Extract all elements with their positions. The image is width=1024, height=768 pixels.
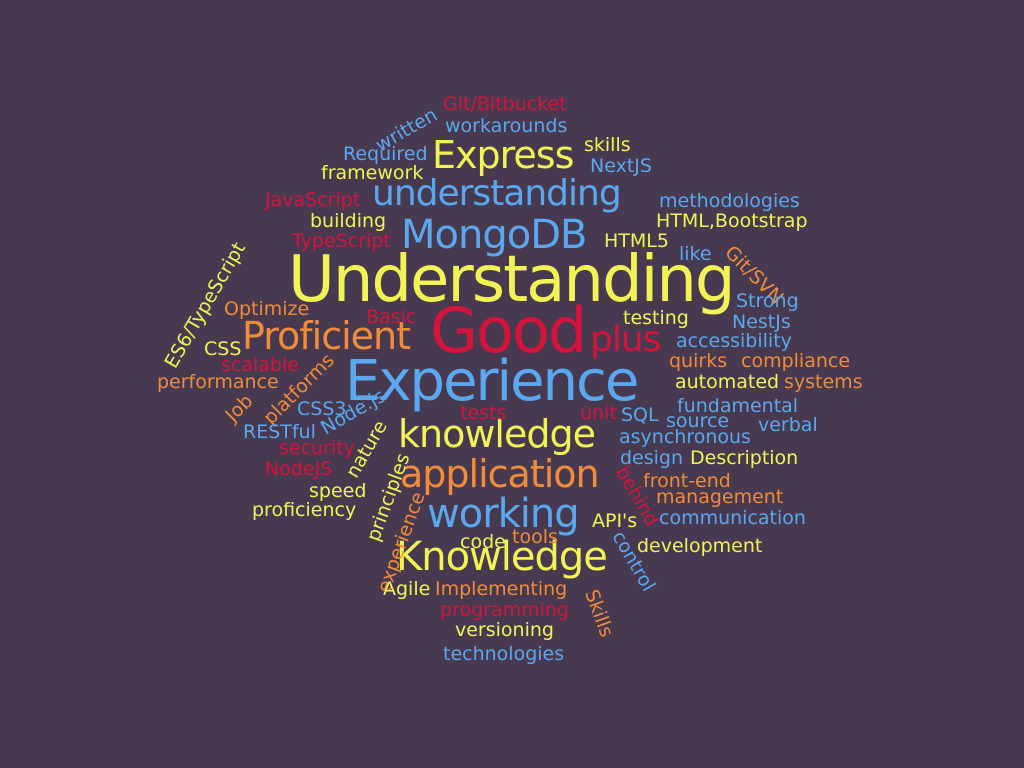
word-workarounds: workarounds [445, 115, 568, 137]
word-implementing: Implementing [435, 578, 568, 600]
word-optimize: Optimize [224, 298, 310, 320]
word-methodologies: methodologies [659, 190, 800, 212]
word-typescript: TypeScript [292, 230, 391, 252]
word-working: working [427, 491, 580, 537]
word-good: Good [430, 294, 587, 367]
word-testing: testing [623, 307, 689, 329]
word-asynchronous: asynchronous [619, 426, 751, 448]
word-verbal: verbal [758, 414, 818, 436]
word-skills: Skills [580, 586, 618, 641]
word-javascript: JavaScript [265, 189, 361, 211]
word-like: like [679, 243, 712, 265]
word-application: application [400, 452, 600, 496]
word-proficiency: proficiency [252, 499, 357, 521]
word-scalable: scalable [221, 354, 299, 376]
word-skills: skills [584, 134, 631, 156]
word-sql: SQL [621, 404, 659, 426]
word-quirks: quirks [669, 350, 728, 372]
word-strong: Strong [736, 290, 799, 312]
word-programming: programming [440, 599, 569, 621]
word-required: Required [343, 143, 428, 165]
word-css: CSS [204, 338, 242, 360]
word-agile: Agile [383, 578, 431, 600]
word-git-bitbucket: Git/Bitbucket [443, 93, 567, 115]
word-fundamental: fundamental [677, 395, 799, 417]
word-versioning: versioning [455, 619, 554, 641]
word-understanding: Understanding [288, 243, 736, 317]
word-compliance: compliance [741, 350, 851, 372]
word-html-bootstrap: HTML,Bootstrap [656, 210, 808, 232]
word-description: Description [690, 447, 799, 469]
word-knowledge: Knowledge [396, 534, 608, 580]
word-management: management [656, 486, 784, 508]
word-understanding: understanding [372, 173, 622, 214]
word-express: Express [432, 133, 574, 177]
word-framework: framework [321, 162, 424, 184]
word-technologies: technologies [443, 643, 565, 665]
word-tests: tests [460, 402, 507, 424]
word-automated: automated [675, 371, 780, 393]
word-experience: Experience [345, 349, 639, 414]
word-nestjs: NestJs [732, 311, 791, 333]
word-proficient: Proficient [242, 314, 411, 358]
word-nodejs: NodeJS [265, 458, 333, 480]
word-communication: communication [659, 507, 806, 529]
word-building: building [310, 210, 387, 232]
word-knowledge: knowledge [398, 412, 596, 456]
word-plus: plus [590, 319, 661, 360]
word-basic: Basic [366, 306, 417, 328]
word-tools: tools [512, 526, 558, 548]
word-design: design [620, 447, 684, 469]
word-api-s: API's [592, 510, 638, 532]
word-code: code [460, 531, 506, 553]
word-systems: systems [784, 371, 863, 393]
word-restful: RESTful [243, 421, 316, 443]
word-speed: speed [309, 480, 367, 502]
word-unit: unit [580, 402, 617, 424]
word-source: source [666, 410, 730, 432]
word-css3: CSS3 [297, 398, 347, 420]
word-mongodb: MongoDB [401, 212, 587, 258]
word-accessibility: accessibility [676, 330, 792, 352]
word-html5: HTML5 [604, 230, 669, 252]
word-security: security [279, 437, 355, 459]
word-nextjs: NextJS [590, 155, 652, 177]
word-performance: performance [157, 371, 279, 393]
word-development: development [637, 535, 763, 557]
word-front-end: front-end [643, 470, 731, 492]
